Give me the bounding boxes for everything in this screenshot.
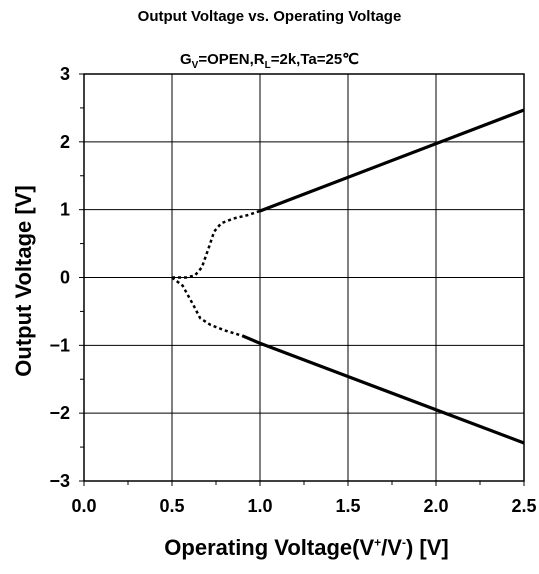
series-line-1 — [172, 209, 261, 279]
x-axis-label: Operating Voltage(V+/V-) [V] — [84, 535, 529, 561]
xlabel-tail: ) [V] — [405, 535, 449, 560]
y-tick-label: 3 — [60, 64, 70, 84]
x-tick-label: 2.5 — [511, 496, 536, 516]
series-line-3 — [171, 276, 243, 337]
series — [171, 108, 525, 445]
subtitle-g-rest: =OPEN,R — [198, 51, 265, 68]
x-tick-label: 1.5 — [335, 496, 360, 516]
y-tick-label: 1 — [60, 200, 70, 220]
subtitle-r-rest: =2k,Ta=25℃ — [270, 51, 360, 68]
x-tick-label: 1.0 — [247, 496, 272, 516]
xlabel-sup1: + — [374, 535, 382, 550]
ticks — [79, 73, 525, 486]
xlabel-main: Operating Voltage(V — [164, 535, 375, 560]
y-tick-label: −2 — [49, 403, 70, 423]
x-tick-label: 2.0 — [423, 496, 448, 516]
y-tick-label: 0 — [60, 268, 70, 288]
series-line-4 — [241, 334, 525, 445]
subtitle-g: G — [179, 51, 192, 68]
y-axis-label: Output Voltage [V] — [11, 185, 36, 377]
grid — [84, 74, 524, 481]
tick-labels: 0.0 0.5 1.0 1.5 2.0 2.5 3 2 1 0 −1 −2 −3 — [49, 64, 536, 516]
y-tick-label: −3 — [49, 471, 70, 491]
x-tick-label: 0.5 — [159, 496, 184, 516]
chart-title: Output Voltage vs. Operating Voltage — [137, 8, 402, 25]
y-tick-label: −1 — [49, 335, 70, 355]
subtitle-g-sub: V — [191, 60, 199, 71]
chart-subtitle: GV=OPEN,RL=2k,Ta=25℃ — [0, 50, 539, 71]
x-tick-label: 0.0 — [71, 496, 96, 516]
xlabel-sup2: - — [401, 535, 406, 550]
series-line-2 — [259, 108, 525, 213]
subtitle-r-sub: L — [264, 60, 271, 71]
xlabel-mid: /V — [381, 535, 402, 560]
y-tick-label: 2 — [60, 132, 70, 152]
